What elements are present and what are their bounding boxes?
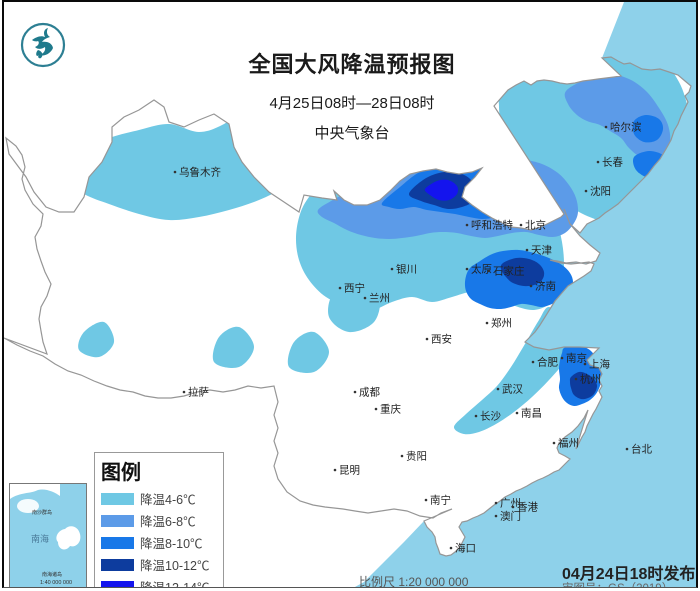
svg-text:南京: 南京 (566, 352, 587, 365)
svg-text:上海: 上海 (589, 358, 610, 371)
svg-text:武汉: 武汉 (502, 383, 523, 396)
svg-text:1:40 000 000: 1:40 000 000 (40, 580, 72, 586)
svg-text:兰州: 兰州 (369, 292, 390, 305)
svg-text:西宁: 西宁 (344, 282, 365, 295)
svg-text:成都: 成都 (359, 387, 380, 399)
svg-text:南昌: 南昌 (521, 407, 542, 420)
svg-text:南宁: 南宁 (430, 494, 451, 507)
svg-text:台北: 台北 (631, 443, 652, 456)
svg-text:长沙: 长沙 (480, 411, 501, 423)
svg-text:石家庄: 石家庄 (493, 265, 525, 278)
svg-text:郑州: 郑州 (491, 317, 512, 330)
svg-text:贵阳: 贵阳 (406, 450, 427, 463)
svg-text:乌鲁木齐: 乌鲁木齐 (179, 166, 221, 179)
svg-text:沈阳: 沈阳 (590, 185, 611, 198)
svg-text:海口: 海口 (455, 542, 476, 555)
svg-text:天津: 天津 (531, 245, 552, 257)
svg-text:杭州: 杭州 (580, 373, 601, 386)
svg-text:合肥: 合肥 (537, 356, 558, 369)
svg-text:哈尔滨: 哈尔滨 (610, 121, 642, 134)
svg-text:长春: 长春 (602, 157, 623, 169)
svg-text:昆明: 昆明 (339, 465, 360, 477)
svg-text:太原: 太原 (471, 263, 492, 276)
svg-text:拉萨: 拉萨 (188, 386, 209, 399)
svg-text:南沙群岛: 南沙群岛 (32, 509, 52, 516)
svg-text:南海诸岛: 南海诸岛 (42, 571, 62, 578)
svg-text:呼和浩特: 呼和浩特 (471, 220, 513, 232)
svg-text:西安: 西安 (431, 333, 452, 346)
svg-text:北京: 北京 (525, 219, 546, 232)
svg-text:银川: 银川 (396, 263, 417, 276)
svg-text:福州: 福州 (558, 437, 579, 450)
svg-text:济南: 济南 (535, 280, 556, 293)
svg-text:南海: 南海 (31, 533, 49, 544)
svg-text:重庆: 重庆 (380, 403, 401, 416)
svg-text:澳门: 澳门 (500, 510, 521, 523)
